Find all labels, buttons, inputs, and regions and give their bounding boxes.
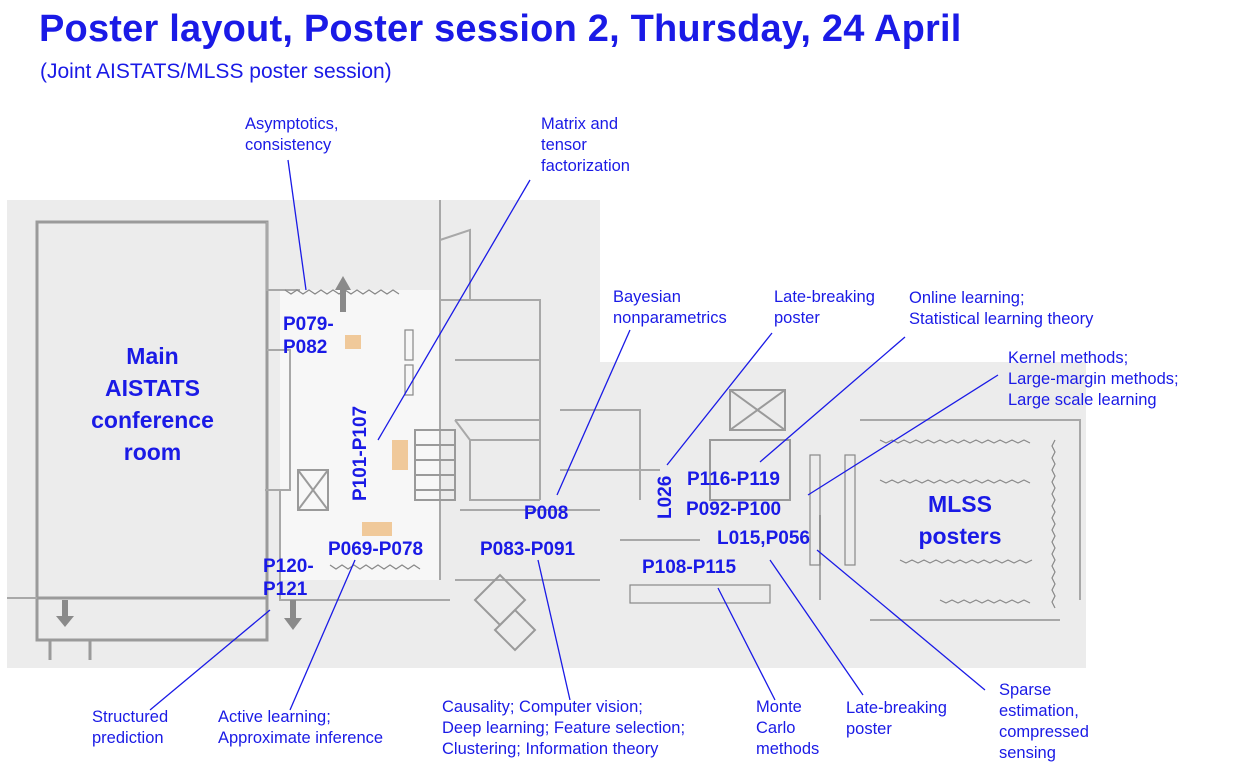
board-highlights bbox=[345, 335, 408, 536]
topic-active-learning: Active learning; Approximate inference bbox=[218, 708, 384, 747]
topic-matrix-factorization: Matrix and tensor factorization bbox=[541, 115, 630, 175]
poster-p108-p115: P108-P115 bbox=[642, 557, 737, 578]
topic-structured-prediction: Structured prediction bbox=[92, 708, 169, 747]
poster-p101-p107: P101-P107 bbox=[350, 405, 371, 501]
page-title: Poster layout, Poster session 2, Thursda… bbox=[39, 8, 962, 50]
topic-sparse-estimation: Sparse estimation, compressed sensing bbox=[999, 681, 1089, 762]
topic-bayesian-nonparametrics: Bayesian nonparametrics bbox=[613, 288, 727, 327]
main-room-walls bbox=[35, 220, 269, 660]
poster-p008: P008 bbox=[524, 503, 569, 524]
page-subtitle: (Joint AISTATS/MLSS poster session) bbox=[40, 60, 392, 83]
poster-p120-p121: P120- P121 bbox=[263, 556, 314, 600]
main-conference-room-label: Main AISTATS conference room bbox=[91, 343, 214, 465]
foyer-structure bbox=[473, 573, 537, 652]
topic-late-breaking-bottom: Late-breaking poster bbox=[846, 699, 947, 738]
topic-asymptotics: Asymptotics, consistency bbox=[245, 115, 339, 154]
topic-online-learning: Online learning; Statistical learning th… bbox=[909, 289, 1094, 328]
poster-l026: L026 bbox=[655, 475, 676, 519]
wall-lines bbox=[7, 200, 1081, 621]
poster-boards bbox=[284, 289, 1056, 609]
topic-monte-carlo: Monte Carlo methods bbox=[756, 698, 820, 758]
poster-p116-p119: P116-P119 bbox=[687, 469, 780, 490]
elevator bbox=[709, 389, 791, 501]
mlss-posters-label: MLSS posters bbox=[918, 491, 1002, 549]
direction-arrows bbox=[56, 276, 351, 630]
poster-l015-p056: L015,P056 bbox=[717, 528, 810, 549]
staircase bbox=[297, 429, 456, 511]
poster-p083-p091: P083-P091 bbox=[480, 539, 576, 560]
topic-late-breaking-top: Late-breaking poster bbox=[774, 288, 875, 327]
poster-p069-p078: P069-P078 bbox=[328, 539, 424, 560]
leader-lines bbox=[149, 159, 999, 711]
poster-p092-p100: P092-P100 bbox=[686, 499, 782, 520]
topic-kernel-methods: Kernel methods; Large-margin methods; La… bbox=[1008, 349, 1179, 409]
topic-causality: Causality; Computer vision; Deep learnin… bbox=[442, 698, 686, 758]
poster-p079-p082: P079- P082 bbox=[283, 314, 334, 358]
